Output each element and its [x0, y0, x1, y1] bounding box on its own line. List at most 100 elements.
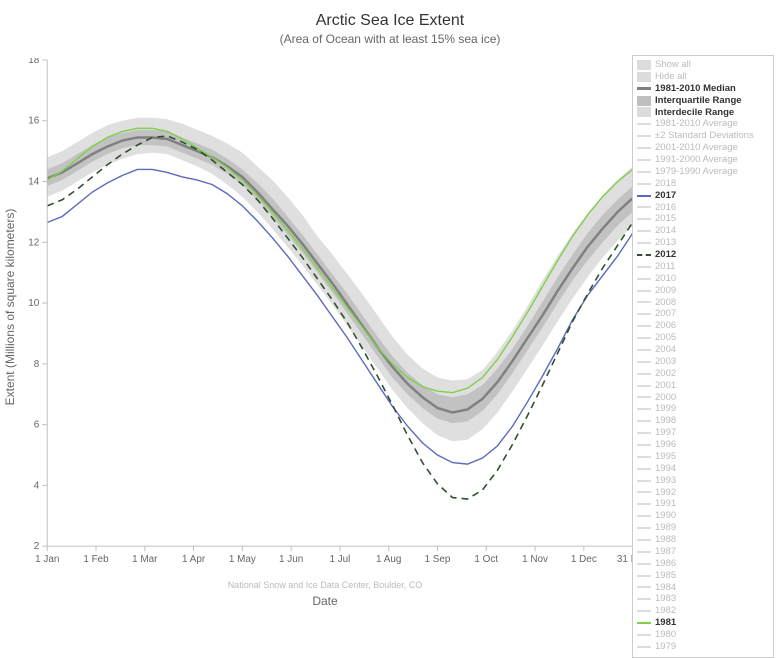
legend-item[interactable]: 1982: [637, 605, 769, 617]
legend-item[interactable]: 1988: [637, 534, 769, 546]
legend-swatch-line: [637, 646, 651, 648]
legend-item[interactable]: 2010: [637, 273, 769, 285]
legend-label: 1981-2010 Average: [655, 118, 738, 130]
legend-item[interactable]: 2014: [637, 225, 769, 237]
legend-item[interactable]: 1998: [637, 415, 769, 427]
legend-item[interactable]: 2012: [637, 249, 769, 261]
svg-text:1 Feb: 1 Feb: [83, 554, 109, 565]
legend-item[interactable]: 1997: [637, 427, 769, 439]
legend-swatch-line: [637, 396, 651, 398]
svg-text:12: 12: [28, 237, 40, 248]
legend-label: 1994: [655, 463, 676, 475]
svg-text:8: 8: [34, 359, 40, 370]
legend-label: 2013: [655, 237, 676, 249]
legend-item[interactable]: 1980: [637, 629, 769, 641]
legend-swatch-line: [637, 218, 651, 220]
legend-item[interactable]: 1985: [637, 570, 769, 582]
legend-item[interactable]: Hide all: [637, 71, 769, 83]
legend-label: 2005: [655, 332, 676, 344]
legend-item[interactable]: 1981: [637, 617, 769, 629]
legend-item[interactable]: 1990: [637, 510, 769, 522]
legend-swatch-line: [637, 408, 651, 410]
legend: Show allHide all1981-2010 MedianInterqua…: [632, 55, 774, 658]
legend-swatch-line: [637, 325, 651, 327]
legend-item[interactable]: 2008: [637, 297, 769, 309]
legend-item[interactable]: 2001-2010 Average: [637, 142, 769, 154]
legend-swatch-line: [637, 206, 651, 208]
chart-credit: National Snow and Ice Data Center, Bould…: [0, 580, 650, 590]
legend-item[interactable]: 2015: [637, 213, 769, 225]
legend-item[interactable]: Interdecile Range: [637, 107, 769, 119]
legend-item[interactable]: 1983: [637, 593, 769, 605]
legend-label: 1993: [655, 475, 676, 487]
legend-label: 1988: [655, 534, 676, 546]
y-axis-label: Extent (Millions of square kilometers): [3, 207, 17, 407]
legend-item[interactable]: 2006: [637, 320, 769, 332]
legend-label: 1996: [655, 439, 676, 451]
legend-item[interactable]: ±2 Standard Deviations: [637, 130, 769, 142]
legend-item[interactable]: 2004: [637, 344, 769, 356]
legend-swatch-line: [637, 515, 651, 517]
legend-item[interactable]: 1981-2010 Average: [637, 118, 769, 130]
legend-item[interactable]: 1991-2000 Average: [637, 154, 769, 166]
legend-item[interactable]: 2003: [637, 356, 769, 368]
legend-swatch-line: [637, 290, 651, 292]
legend-label: 2011: [655, 261, 675, 273]
svg-text:1 Jan: 1 Jan: [35, 554, 59, 565]
legend-item[interactable]: Interquartile Range: [637, 95, 769, 107]
legend-item[interactable]: 1979: [637, 641, 769, 653]
legend-swatch-line: [637, 563, 651, 565]
legend-item[interactable]: 1994: [637, 463, 769, 475]
legend-item[interactable]: 2005: [637, 332, 769, 344]
svg-text:14: 14: [28, 177, 40, 188]
legend-item[interactable]: 1986: [637, 558, 769, 570]
legend-item[interactable]: 1991: [637, 498, 769, 510]
legend-item[interactable]: 1996: [637, 439, 769, 451]
legend-item[interactable]: 2013: [637, 237, 769, 249]
legend-label: 1991-2000 Average: [655, 154, 738, 166]
legend-item[interactable]: 1987: [637, 546, 769, 558]
legend-item[interactable]: 1981-2010 Median: [637, 83, 769, 95]
legend-item[interactable]: 2011: [637, 261, 769, 273]
legend-swatch-line: [637, 539, 651, 541]
legend-item[interactable]: 2002: [637, 368, 769, 380]
legend-label: 1990: [655, 510, 676, 522]
svg-text:1 Mar: 1 Mar: [132, 554, 158, 565]
svg-text:1 Aug: 1 Aug: [376, 554, 401, 565]
legend-item[interactable]: 1979-1990 Average: [637, 166, 769, 178]
legend-item[interactable]: 1984: [637, 582, 769, 594]
legend-label: 2004: [655, 344, 676, 356]
legend-label: 1979-1990 Average: [655, 166, 738, 178]
legend-swatch-line: [637, 456, 651, 458]
legend-item[interactable]: 2018: [637, 178, 769, 190]
legend-label: 1982: [655, 605, 676, 617]
legend-swatch-line: [637, 491, 651, 493]
legend-item[interactable]: 2001: [637, 380, 769, 392]
legend-swatch-line: [637, 123, 651, 125]
legend-swatch-line: [637, 527, 651, 529]
legend-item[interactable]: 1993: [637, 475, 769, 487]
legend-item[interactable]: 2007: [637, 308, 769, 320]
legend-label: 1997: [655, 427, 676, 439]
legend-item[interactable]: 2016: [637, 202, 769, 214]
legend-swatch-line: [637, 313, 651, 315]
svg-text:1 Dec: 1 Dec: [571, 554, 597, 565]
legend-item[interactable]: 1992: [637, 487, 769, 499]
legend-label: 1991: [655, 498, 676, 510]
legend-item[interactable]: 1995: [637, 451, 769, 463]
legend-item[interactable]: 1999: [637, 403, 769, 415]
legend-item[interactable]: 2017: [637, 190, 769, 202]
legend-item[interactable]: 2009: [637, 285, 769, 297]
legend-item[interactable]: Show all: [637, 59, 769, 71]
chart-subtitle: (Area of Ocean with at least 15% sea ice…: [0, 30, 780, 46]
legend-swatch-line: [637, 159, 651, 161]
legend-swatch-line: [637, 634, 651, 636]
svg-text:2: 2: [34, 541, 40, 552]
legend-item[interactable]: 1989: [637, 522, 769, 534]
legend-label: 2012: [655, 249, 676, 261]
legend-label: Interquartile Range: [655, 95, 742, 107]
legend-swatch-line: [637, 266, 651, 268]
legend-item[interactable]: 2000: [637, 392, 769, 404]
legend-swatch-line: [637, 254, 651, 256]
legend-swatch-line: [637, 301, 651, 303]
